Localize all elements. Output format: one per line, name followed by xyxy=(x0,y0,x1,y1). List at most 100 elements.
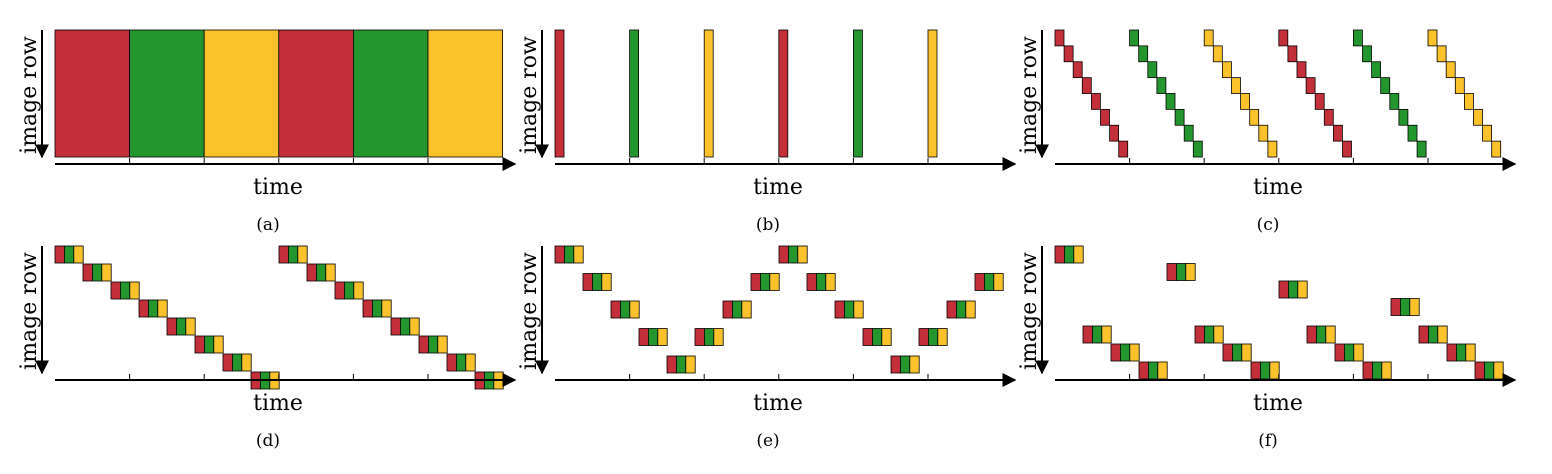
triplet-red xyxy=(666,355,677,374)
panel-c-ticks xyxy=(1129,158,1429,164)
triplet-red xyxy=(54,245,65,264)
row-block-green xyxy=(1407,124,1418,142)
panel-e-marks xyxy=(554,245,1004,374)
row-block-yellow xyxy=(1445,61,1456,79)
triplet-red xyxy=(1138,361,1149,380)
panel-a-marks xyxy=(54,29,503,158)
triplet-green xyxy=(92,263,103,282)
triplet-green xyxy=(647,328,659,346)
triplet-yellow xyxy=(185,317,196,336)
row-block-yellow xyxy=(1436,45,1447,63)
triplet-yellow xyxy=(993,273,1004,291)
panel-f-x-label: time xyxy=(1253,391,1303,416)
panel-a-x-label: time xyxy=(253,175,303,200)
triplet-yellow xyxy=(101,263,112,282)
triplet-yellow xyxy=(741,300,752,319)
panel-b: image row time (b) xyxy=(517,29,1017,235)
row-block-yellow xyxy=(1258,124,1269,142)
triplet-yellow xyxy=(1241,343,1252,362)
row-block-red xyxy=(1072,61,1083,79)
triplet-yellow xyxy=(213,335,224,354)
triplet-yellow xyxy=(825,273,836,291)
row-block-green xyxy=(1362,45,1372,63)
band-red xyxy=(54,29,130,158)
triplet-red xyxy=(1054,245,1065,264)
row-block-red xyxy=(1100,108,1110,126)
row-block-green xyxy=(1138,45,1149,63)
row-block-yellow xyxy=(1212,45,1223,63)
triplet-yellow xyxy=(129,281,140,300)
row-block-yellow xyxy=(1249,108,1260,126)
row-block-red xyxy=(1109,124,1119,142)
panel-a-ticks xyxy=(129,158,429,164)
panel-b-ticks xyxy=(629,158,929,164)
row-block-red xyxy=(1342,140,1352,158)
triplet-yellow xyxy=(797,245,808,264)
panel-b-y-label: image row xyxy=(517,36,542,154)
triplet-red xyxy=(722,300,733,319)
row-block-red xyxy=(1305,77,1316,94)
triplet-red xyxy=(82,263,93,282)
triplet-yellow xyxy=(1353,343,1364,362)
triplet-green xyxy=(1427,325,1439,344)
triplet-red xyxy=(554,245,565,264)
triplet-green xyxy=(315,263,327,282)
row-block-green xyxy=(1192,140,1203,158)
triplet-red xyxy=(110,281,121,300)
triplet-yellow xyxy=(937,328,948,346)
triplet-yellow xyxy=(1493,361,1504,380)
triplet-yellow xyxy=(1073,245,1084,264)
triplet-green xyxy=(703,328,715,346)
row-block-green xyxy=(1380,77,1391,94)
triplet-green xyxy=(1259,361,1271,380)
panel-b-caption: (b) xyxy=(756,215,780,235)
triplet-red xyxy=(806,273,817,291)
triplet-red xyxy=(1278,280,1289,299)
panel-d-caption: (d) xyxy=(256,431,280,451)
triplet-yellow xyxy=(965,300,976,319)
panel-d: image row time (d) xyxy=(17,245,517,451)
triplet-yellow xyxy=(437,335,448,354)
row-block-green xyxy=(1129,29,1140,47)
triplet-green xyxy=(427,335,439,354)
triplet-red xyxy=(446,353,457,372)
triplet-red xyxy=(862,328,873,346)
triplet-red xyxy=(778,245,789,264)
triplet-yellow xyxy=(157,299,168,318)
triplet-yellow xyxy=(909,355,920,374)
triplet-red xyxy=(1110,343,1121,362)
triplet-red xyxy=(1250,361,1261,380)
panel-c: image row time (c) xyxy=(1017,29,1517,235)
flash-yellow xyxy=(703,29,714,158)
triplet-yellow xyxy=(381,299,392,318)
triplet-red xyxy=(1334,343,1345,362)
panel-b-marks xyxy=(554,29,938,158)
row-block-yellow xyxy=(1231,77,1241,94)
panel-a-caption: (a) xyxy=(256,215,279,235)
triplet-green xyxy=(675,355,687,374)
triplet-green xyxy=(1455,343,1467,362)
triplet-yellow xyxy=(629,300,640,319)
triplet-yellow xyxy=(853,300,864,319)
triplet-green xyxy=(759,273,771,291)
triplet-red xyxy=(1194,325,1205,344)
row-block-yellow xyxy=(1454,77,1465,94)
triplet-yellow xyxy=(1101,325,1112,344)
triplet-yellow xyxy=(685,355,696,374)
triplet-yellow xyxy=(241,353,252,372)
flash-red xyxy=(554,29,565,158)
flash-green xyxy=(629,29,640,158)
triplet-red xyxy=(974,273,985,291)
triplet-green xyxy=(399,317,411,336)
triplet-red xyxy=(890,355,901,374)
row-block-red xyxy=(1278,29,1289,47)
row-block-red xyxy=(1063,45,1074,63)
triplet-green xyxy=(1175,263,1187,281)
triplet-yellow xyxy=(1437,325,1448,344)
row-block-red xyxy=(1054,29,1065,47)
row-block-yellow xyxy=(1491,140,1502,158)
triplet-green xyxy=(231,353,243,372)
triplet-yellow xyxy=(573,245,584,264)
triplet-green xyxy=(1092,325,1103,344)
